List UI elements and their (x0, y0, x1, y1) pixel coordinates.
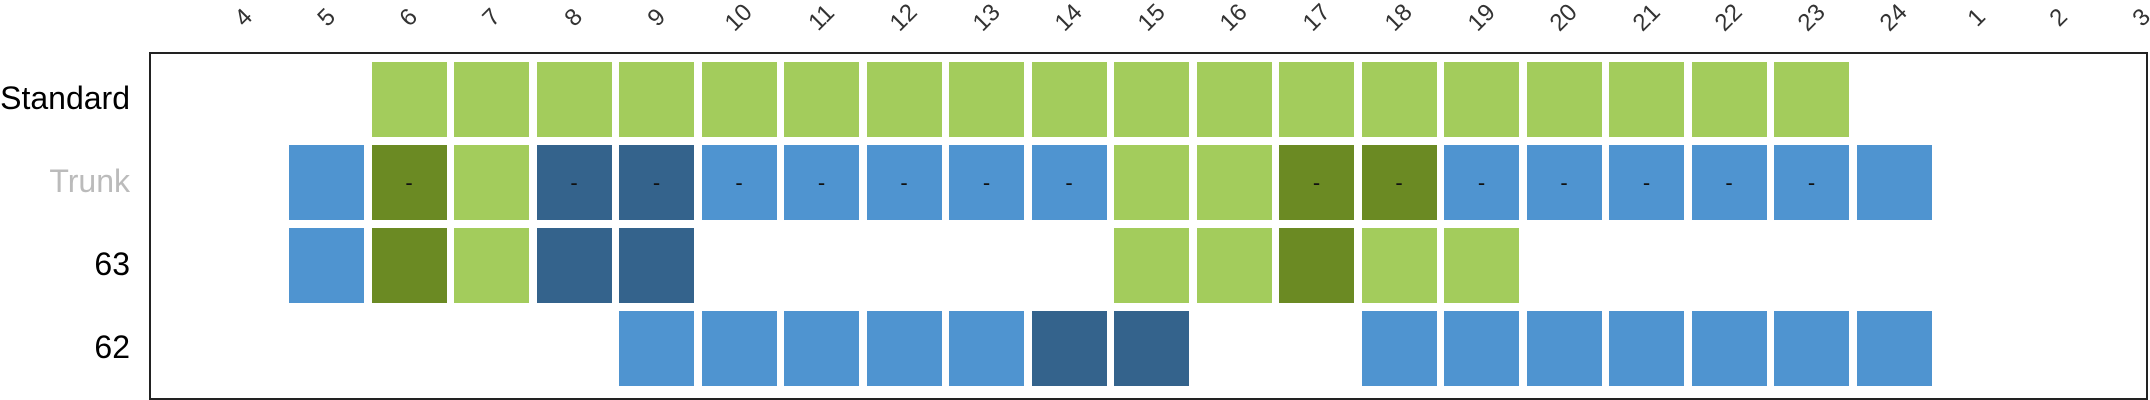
schedule-cell[interactable] (1114, 62, 1189, 137)
schedule-cell[interactable]: - (1609, 145, 1684, 220)
schedule-cell[interactable] (1031, 311, 1107, 386)
schedule-cell[interactable]: - (536, 145, 612, 220)
schedule-cell[interactable]: - (784, 145, 859, 220)
schedule-cell[interactable] (1856, 311, 1932, 386)
schedule-cell[interactable] (371, 228, 447, 303)
column-label-9: 9 (641, 3, 671, 32)
schedule-cell[interactable] (784, 62, 859, 137)
column-label-5: 5 (311, 3, 341, 32)
schedule-cell[interactable] (1361, 228, 1437, 303)
column-label-24: 24 (1874, 0, 1913, 37)
column-label-7: 7 (476, 3, 506, 32)
column-label-6: 6 (394, 3, 423, 32)
column-label-17: 17 (1297, 0, 1336, 37)
schedule-cell[interactable]: - (619, 145, 694, 220)
column-label-20: 20 (1544, 0, 1583, 37)
column-label-4: 4 (229, 3, 258, 32)
schedule-cell[interactable] (1444, 62, 1519, 137)
row-label: 62 (94, 329, 130, 365)
schedule-cell[interactable] (1774, 311, 1849, 386)
schedule-cell[interactable]: - (1279, 145, 1354, 220)
schedule-cell[interactable] (1691, 62, 1767, 137)
schedule-cell[interactable] (1609, 62, 1684, 137)
schedule-cell[interactable] (289, 145, 364, 220)
schedule-cell[interactable] (1526, 311, 1602, 386)
column-label-23: 23 (1792, 0, 1831, 37)
column-label-8: 8 (559, 3, 588, 32)
schedule-cell[interactable] (1526, 62, 1602, 137)
schedule-cell[interactable] (619, 62, 694, 137)
column-label-19: 19 (1462, 0, 1501, 37)
grid-frame (149, 52, 2148, 400)
schedule-cell[interactable] (784, 311, 859, 386)
schedule-cell[interactable] (701, 62, 777, 137)
schedule-cell[interactable] (1114, 311, 1189, 386)
column-label-16: 16 (1214, 0, 1253, 37)
schedule-cell[interactable] (1279, 62, 1354, 137)
schedule-cell[interactable] (1196, 228, 1272, 303)
schedule-cell[interactable]: - (371, 145, 447, 220)
column-label-11: 11 (802, 0, 840, 37)
schedule-cell[interactable]: - (1361, 145, 1437, 220)
schedule-cell[interactable] (289, 228, 364, 303)
schedule-cell[interactable]: - (1774, 145, 1849, 220)
column-label-18: 18 (1379, 0, 1418, 37)
schedule-cell[interactable]: - (1444, 145, 1519, 220)
schedule-cell[interactable] (1609, 311, 1684, 386)
schedule-cell[interactable]: - (1691, 145, 1767, 220)
column-label-1: 1 (1961, 3, 1991, 32)
schedule-cell[interactable] (949, 62, 1024, 137)
schedule-cell[interactable]: - (866, 145, 942, 220)
schedule-cell[interactable] (1856, 145, 1932, 220)
column-label-3: 3 (2126, 3, 2150, 32)
column-label-10: 10 (719, 0, 758, 37)
column-label-15: 15 (1132, 0, 1171, 37)
schedule-cell[interactable] (1114, 228, 1189, 303)
schedule-cell[interactable] (1444, 228, 1519, 303)
column-label-12: 12 (884, 0, 923, 37)
schedule-cell[interactable] (1444, 311, 1519, 386)
schedule-cell[interactable] (1774, 62, 1849, 137)
schedule-cell[interactable] (1361, 311, 1437, 386)
schedule-cell[interactable]: - (701, 145, 777, 220)
schedule-cell[interactable]: - (1031, 145, 1107, 220)
schedule-cell[interactable] (454, 62, 529, 137)
schedule-cell[interactable] (1114, 145, 1189, 220)
schedule-cell[interactable]: - (949, 145, 1024, 220)
schedule-cell[interactable] (1031, 62, 1107, 137)
schedule-cell[interactable] (1361, 62, 1437, 137)
row-label: Trunk (49, 163, 130, 199)
schedule-cell[interactable] (619, 228, 694, 303)
column-label-2: 2 (2044, 3, 2073, 32)
schedule-cell[interactable] (1196, 145, 1272, 220)
column-label-21: 21 (1627, 0, 1666, 37)
schedule-cell[interactable] (371, 62, 447, 137)
schedule-cell[interactable] (701, 311, 777, 386)
schedule-cell[interactable] (1691, 311, 1767, 386)
schedule-cell[interactable] (454, 228, 529, 303)
schedule-cell[interactable] (536, 228, 612, 303)
row-label: Standard (0, 80, 130, 116)
row-label: 63 (94, 246, 130, 282)
column-label-13: 13 (967, 0, 1006, 37)
schedule-cell[interactable] (1196, 62, 1272, 137)
schedule-cell[interactable] (454, 145, 529, 220)
schedule-cell[interactable] (536, 62, 612, 137)
schedule-cell[interactable] (1279, 228, 1354, 303)
schedule-cell[interactable]: - (1526, 145, 1602, 220)
column-label-14: 14 (1049, 0, 1088, 37)
schedule-cell[interactable] (866, 311, 942, 386)
column-label-22: 22 (1709, 0, 1748, 37)
schedule-cell[interactable] (619, 311, 694, 386)
schedule-cell[interactable] (866, 62, 942, 137)
schedule-cell[interactable] (949, 311, 1024, 386)
